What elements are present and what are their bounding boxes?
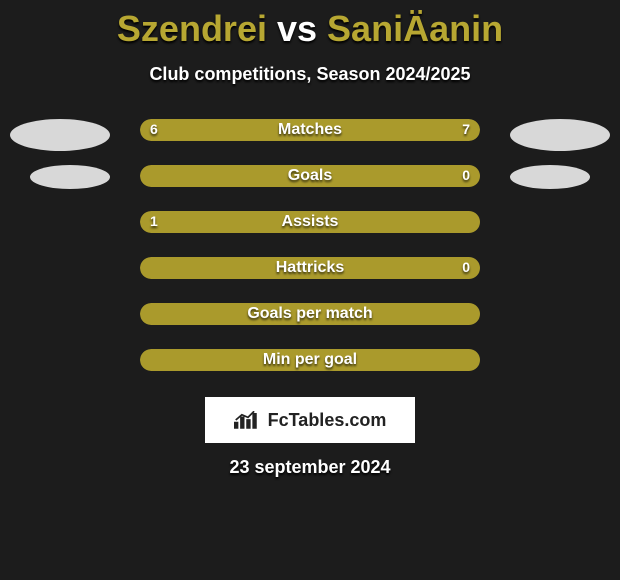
- brand-text: FcTables.com: [268, 410, 387, 431]
- stat-value-left: 1: [150, 213, 158, 229]
- stats-chart: 6 Matches 7 Goals 0 1 Assists: [0, 119, 620, 395]
- stat-row: 1 Assists: [0, 211, 620, 257]
- stat-row: Min per goal: [0, 349, 620, 395]
- stat-bar-left: [140, 119, 296, 141]
- player2-photo: [510, 119, 610, 151]
- player1-photo: [30, 165, 110, 189]
- stat-bar-track: 1 Assists: [140, 211, 480, 233]
- brand-badge[interactable]: FcTables.com: [205, 397, 415, 443]
- player1-name: Szendrei: [117, 8, 267, 49]
- stat-row: Goals per match: [0, 303, 620, 349]
- stat-row: Goals 0: [0, 165, 620, 211]
- player1-photo: [10, 119, 110, 151]
- competition-subtitle: Club competitions, Season 2024/2025: [0, 64, 620, 85]
- stat-bar-track: Min per goal: [140, 349, 480, 371]
- stat-bar-left: [140, 211, 480, 233]
- chart-icon: [234, 411, 262, 429]
- stat-value-right: 0: [462, 259, 470, 275]
- stat-row: 6 Matches 7: [0, 119, 620, 165]
- player2-photo: [510, 165, 590, 189]
- stat-bar-left: [140, 257, 480, 279]
- stat-value-left: 6: [150, 121, 158, 137]
- stat-bar-track: Goals per match: [140, 303, 480, 325]
- comparison-title: Szendrei vs SaniÄanin: [0, 0, 620, 50]
- stat-bar-track: Goals 0: [140, 165, 480, 187]
- player2-name: SaniÄanin: [327, 8, 503, 49]
- stat-value-right: 7: [462, 121, 470, 137]
- stat-bar-left: [140, 303, 480, 325]
- stat-bar-left: [140, 349, 480, 371]
- snapshot-date: 23 september 2024: [0, 457, 620, 478]
- stat-row: Hattricks 0: [0, 257, 620, 303]
- stat-value-right: 0: [462, 167, 470, 183]
- stat-bar-track: 6 Matches 7: [140, 119, 480, 141]
- stat-bar-right: [296, 119, 480, 141]
- stat-bar-left: [140, 165, 480, 187]
- stat-bar-track: Hattricks 0: [140, 257, 480, 279]
- vs-text: vs: [277, 8, 317, 49]
